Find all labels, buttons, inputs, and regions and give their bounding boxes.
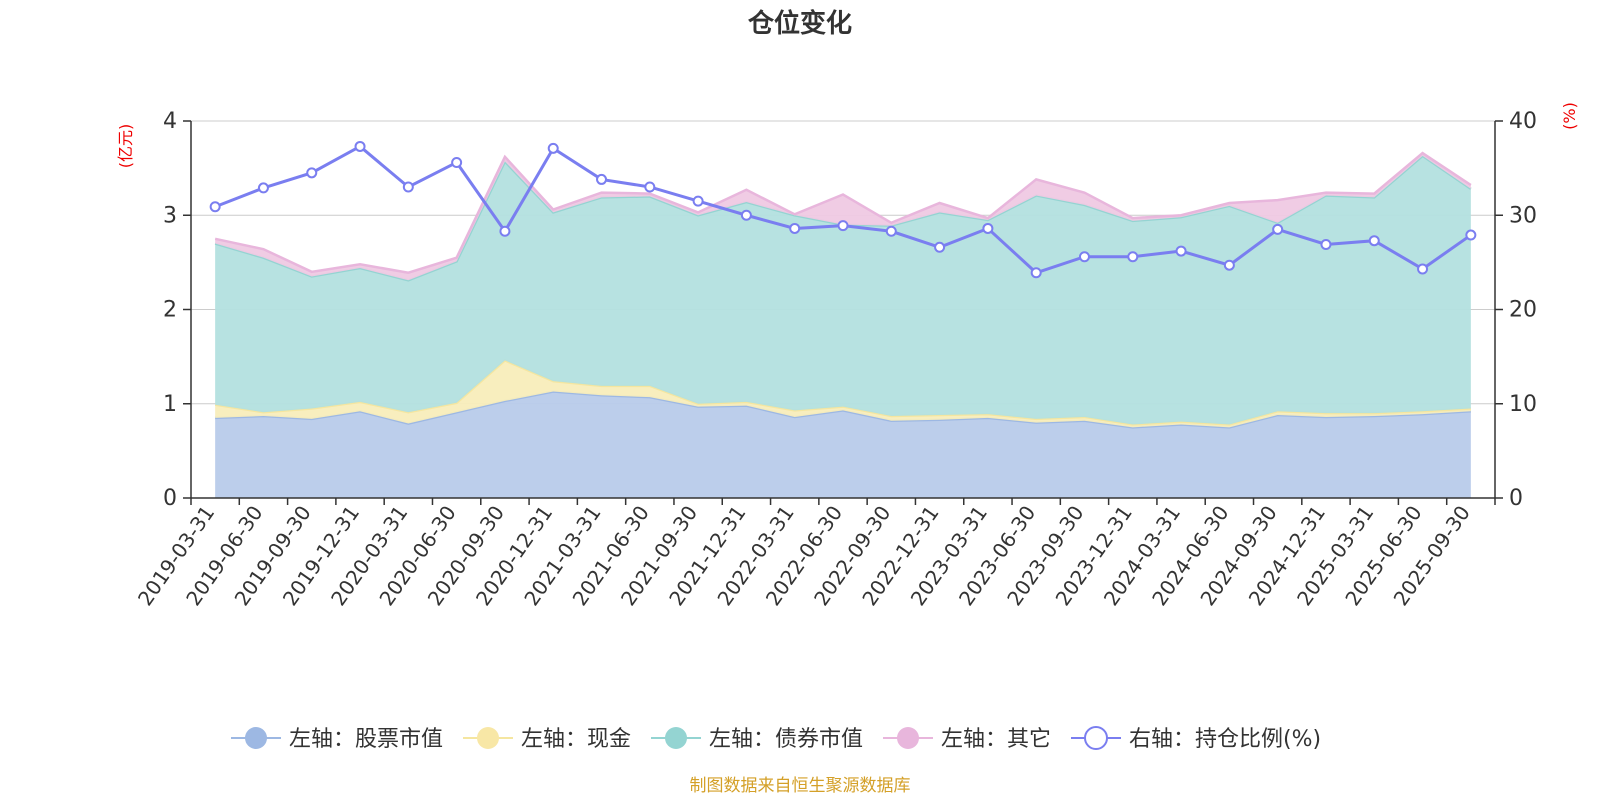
legend-item-5: 右轴：持仓比例(%) xyxy=(1071,726,1321,752)
ratio-point-2022-06-30 xyxy=(837,220,849,232)
legend-item-4: 左轴：其它 xyxy=(883,727,1051,752)
ratio-point-2021-03-31 xyxy=(596,173,608,185)
legend-label-1: 左轴：股票市值 xyxy=(289,727,443,752)
area-series-2 xyxy=(215,360,1471,428)
ratio-point-2024-09-30 xyxy=(1272,223,1284,235)
ratio-point-2019-12-31 xyxy=(354,140,366,152)
ratio-point-2021-12-31 xyxy=(740,209,752,221)
area-edge-series-1 xyxy=(215,390,1471,429)
left-tick-label-1: 1 xyxy=(163,392,177,417)
left-tick-label-2: 2 xyxy=(163,298,177,323)
stacked-areas xyxy=(214,151,1472,498)
legend-label-3: 左轴：债券市值 xyxy=(709,727,863,752)
ratio-point-2025-09-30 xyxy=(1465,229,1477,241)
ratio-line xyxy=(209,140,1477,279)
data-source-note: 制图数据来自恒生聚源数据库 xyxy=(690,776,911,796)
ratio-point-2020-12-31 xyxy=(547,142,559,154)
ratio-point-2023-06-30 xyxy=(1030,267,1042,279)
area-series-1 xyxy=(215,391,1471,498)
legend-label-2: 左轴：现金 xyxy=(521,727,631,752)
legend-item-1: 左轴：股票市值 xyxy=(231,727,443,752)
legend-label-4: 左轴：其它 xyxy=(941,727,1051,752)
area-edge-series-2 xyxy=(214,358,1471,426)
area-series-3 xyxy=(215,155,1471,425)
left-tick-label-4: 4 xyxy=(163,109,177,134)
ratio-point-2025-06-30 xyxy=(1417,263,1429,275)
ratio-point-2023-12-31 xyxy=(1127,251,1139,263)
legend-swatch-marker-5 xyxy=(1084,726,1108,750)
legend-swatch-marker-2 xyxy=(477,727,499,749)
ratio-point-2020-09-30 xyxy=(499,225,511,237)
legend-swatch-marker-3 xyxy=(665,727,687,749)
right-tick-label-40: 40 xyxy=(1509,109,1537,134)
ratio-point-2021-09-30 xyxy=(692,195,704,207)
ratio-point-2025-03-31 xyxy=(1368,235,1380,247)
ratio-point-2022-09-30 xyxy=(885,225,897,237)
ratio-point-2019-03-31 xyxy=(209,201,221,213)
legend-swatch-marker-4 xyxy=(897,727,919,749)
ratio-point-2023-03-31 xyxy=(982,222,994,234)
ratio-point-2021-06-30 xyxy=(644,181,656,193)
ratio-point-2024-12-31 xyxy=(1320,238,1332,250)
left-axis-unit: (亿元) xyxy=(116,124,135,169)
ratio-point-2023-09-30 xyxy=(1078,251,1090,263)
legend-swatch-marker-1 xyxy=(245,727,267,749)
ratio-point-2020-06-30 xyxy=(451,156,463,168)
left-tick-label-3: 3 xyxy=(163,203,177,228)
ratio-point-2019-09-30 xyxy=(306,167,318,179)
ratio-point-2020-03-31 xyxy=(402,181,414,193)
ratio-point-2022-12-31 xyxy=(934,241,946,253)
right-tick-label-0: 0 xyxy=(1509,486,1523,511)
ratio-point-2022-03-31 xyxy=(789,222,801,234)
legend-item-3: 左轴：债券市值 xyxy=(651,727,863,752)
right-tick-label-10: 10 xyxy=(1509,392,1537,417)
right-axis-unit: (%) xyxy=(1560,102,1579,130)
legend-label-5: 右轴：持仓比例(%) xyxy=(1129,727,1321,752)
ratio-point-2019-06-30 xyxy=(257,182,269,194)
ratio-point-2024-03-31 xyxy=(1175,245,1187,257)
ratio-point-2024-06-30 xyxy=(1223,259,1235,271)
chart-title: 仓位变化 xyxy=(747,8,852,39)
right-tick-label-20: 20 xyxy=(1509,298,1537,323)
right-tick-label-30: 30 xyxy=(1509,203,1537,228)
area-edge-series-4 xyxy=(214,151,1472,275)
legend: 左轴：股票市值 左轴：现金 左轴：债券市值 左轴：其它 右轴：持仓比例(%) xyxy=(231,726,1321,752)
legend-item-2: 左轴：现金 xyxy=(463,727,631,752)
left-tick-label-0: 0 xyxy=(163,486,177,511)
